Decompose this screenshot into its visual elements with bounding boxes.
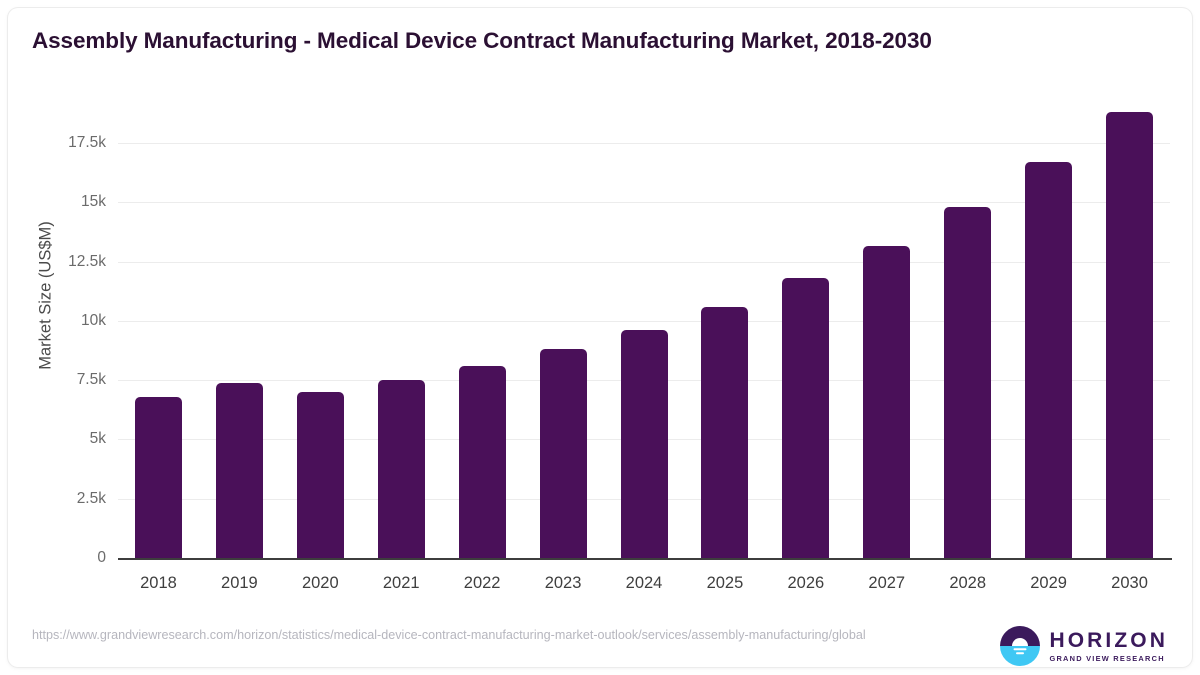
bar-column[interactable] xyxy=(458,365,506,558)
logo-wordmark: HORIZON xyxy=(1049,628,1168,652)
bar-2023[interactable] xyxy=(539,349,587,558)
y-axis-tick: 17.5k xyxy=(68,134,106,151)
bar-column[interactable] xyxy=(701,306,749,558)
bar-column[interactable] xyxy=(377,380,425,558)
gridline xyxy=(118,202,1170,204)
bar-column[interactable] xyxy=(296,392,344,558)
bar-column[interactable] xyxy=(134,396,182,558)
bar-column[interactable] xyxy=(539,349,587,558)
x-axis-tick: 2021 xyxy=(382,574,420,592)
x-axis-tick: 2019 xyxy=(221,574,258,592)
bar-2026[interactable] xyxy=(782,278,830,558)
bar-2022[interactable] xyxy=(458,365,506,558)
gridline xyxy=(118,143,1170,144)
y-axis-tick: 12.5k xyxy=(68,252,106,270)
bar-2029[interactable] xyxy=(1025,161,1073,558)
bar-column[interactable] xyxy=(215,382,263,558)
gridline xyxy=(118,261,1170,263)
x-axis-tick: 2029 xyxy=(1030,574,1067,592)
x-axis-tick: 2025 xyxy=(706,574,744,592)
bar-column[interactable] xyxy=(863,246,911,558)
bar-column[interactable] xyxy=(1106,112,1154,558)
page-title: Assembly Manufacturing - Medical Device … xyxy=(32,28,932,53)
horizon-circle-icon xyxy=(1000,626,1041,666)
y-axis-tick: 7.5k xyxy=(76,371,106,389)
chart-plot: Market Size (US$M) 0 2.5k 5k 7.5k 10k 12.5k 15… xyxy=(8,8,1192,667)
chart-card: Assembly Manufacturing - Medical Device … xyxy=(8,8,1192,667)
x-axis-tick: 2022 xyxy=(463,574,501,592)
bar-2028[interactable] xyxy=(944,207,992,558)
x-axis-tick: 2024 xyxy=(625,574,663,592)
bar-column[interactable] xyxy=(782,278,830,558)
bar-2030[interactable] xyxy=(1106,112,1154,558)
bar-2027[interactable] xyxy=(863,246,911,558)
horizon-logo[interactable]: HORIZON GRAND VIEW RESEARCH xyxy=(1000,626,1168,666)
x-axis-tick: 2028 xyxy=(949,574,987,592)
plot-area xyxy=(118,112,1170,558)
x-axis-tick: 2020 xyxy=(301,574,339,592)
bar-2018[interactable] xyxy=(134,396,182,558)
y-axis-tick-labels: 0 2.5k 5k 7.5k 10k 12.5k 15k 17.5k xyxy=(8,134,106,566)
bar-2019[interactable] xyxy=(215,382,263,558)
bar-column[interactable] xyxy=(1025,161,1073,558)
x-axis-tick: 2018 xyxy=(140,574,177,592)
bar-column[interactable] xyxy=(620,330,668,558)
bar-2024[interactable] xyxy=(620,330,668,558)
y-axis-tick: 15k xyxy=(81,193,106,211)
source-url[interactable]: https://www.grandviewresearch.com/horizo… xyxy=(32,628,866,642)
x-axis-tick: 2027 xyxy=(868,574,906,592)
logo-tagline: GRAND VIEW RESEARCH xyxy=(1049,653,1165,663)
bar-2021[interactable] xyxy=(377,380,425,558)
gridline xyxy=(118,320,1170,322)
y-axis-tick: 2.5k xyxy=(76,489,106,507)
y-axis-tick: 0 xyxy=(97,549,106,566)
x-axis-tick: 2023 xyxy=(544,574,582,592)
y-axis-tick: 5k xyxy=(89,430,106,448)
y-axis-tick: 10k xyxy=(81,311,106,329)
x-axis-tick: 2030 xyxy=(1111,574,1148,592)
logo-text: HORIZON GRAND VIEW RESEARCH xyxy=(1049,630,1168,662)
bar-2020[interactable] xyxy=(296,392,344,558)
x-axis-line xyxy=(118,558,1172,560)
bar-column[interactable] xyxy=(944,207,992,558)
x-axis-tick: 2026 xyxy=(787,574,825,592)
bar-2025[interactable] xyxy=(701,306,749,558)
